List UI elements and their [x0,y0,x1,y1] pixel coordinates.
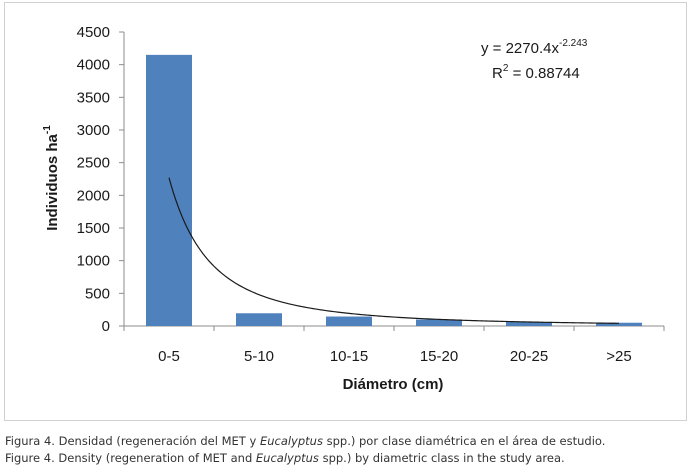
y-tick-label: 2500 [77,155,110,172]
figure-caption-spanish: Figura 4. Densidad (regeneración del MET… [5,434,605,448]
caption-es-suffix: spp.) por clase diamétrica en el área de… [322,434,606,448]
x-tick-label: 5-10 [244,348,274,365]
x-tick-label: 0-5 [158,348,180,365]
y-tick-label: 500 [85,285,110,302]
caption-en-suffix: spp.) by diametric class in the study ar… [318,451,565,465]
x-axis: 0-5 5-10 10-15 15-20 20-25 >25 [123,325,665,365]
trendline-r-squared: R2 = 0.88744 [492,63,580,82]
x-tick-label: >25 [606,348,631,365]
bar-10-15 [326,316,372,326]
bar-5-10 [236,313,282,326]
y-tick-label: 2000 [77,187,110,204]
figure-caption-english: Figure 4. Density (regeneration of MET a… [5,451,565,465]
y-tick-label: 0 [102,318,110,335]
x-tick-label: 10-15 [330,348,368,365]
y-tick-label: 4000 [77,57,110,74]
y-axis-title: Individuos ha-1 [42,125,61,231]
y-axis: 0 500 1000 1500 2000 2500 3000 3500 4000 4500 [77,24,125,335]
caption-es-prefix: Figura 4. Densidad (regeneración del MET… [5,434,260,448]
caption-en-italic: Eucalyptus [255,451,319,465]
x-tick-label: 20-25 [510,348,548,365]
trendline-equation-exponent: -2.243 [559,38,588,49]
caption-es-italic: Eucalyptus [259,434,323,448]
x-tick-label: 15-20 [420,348,458,365]
chart-frame: 0 500 1000 1500 2000 2500 3000 3500 4000 4500 0-5… [4,2,687,421]
trendline-equation: y = 2270.4x-2.243 [481,38,588,57]
y-axis-title-text: Individuos ha [44,133,61,230]
y-axis-title-superscript: -1 [42,125,53,134]
y-tick-label: 4500 [77,24,110,41]
y-tick-label: 3000 [77,122,110,139]
r-squared-superscript: 2 [503,63,509,74]
bar-20-25 [506,322,552,326]
trendline-equation-base: y = 2270.4x [481,40,559,57]
r-squared-label: R [492,65,503,82]
y-tick-label: 1500 [77,220,110,237]
density-bar-chart: 0 500 1000 1500 2000 2500 3000 3500 4000 4500 0-5… [42,24,665,393]
bar-15-20 [416,319,462,326]
y-tick-label: 1000 [77,253,110,270]
caption-en-prefix: Figure 4. Density (regeneration of MET a… [5,451,256,465]
bar-0-5 [146,54,192,326]
bars [146,54,642,326]
power-trendline [168,177,620,324]
bar-25 [596,322,642,326]
y-tick-label: 3500 [77,89,110,106]
x-axis-title: Diámetro (cm) [343,376,444,393]
r-squared-value: = 0.88744 [508,65,579,82]
